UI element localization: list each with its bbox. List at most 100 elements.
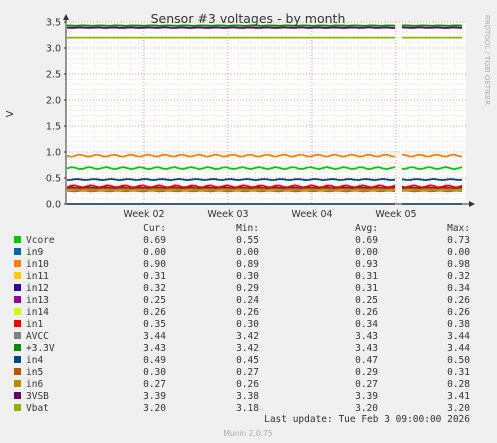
series-line-3vsb [66, 26, 463, 29]
legend-swatch [14, 308, 21, 315]
legend-swatch [14, 332, 21, 339]
legend: Cur: Min: Avg: Max: Vcore 0.69 0.55 0.69 0.73 in9… [14, 223, 470, 414]
x-tick-label: Week 04 [291, 209, 332, 220]
legend-value: 3.43 [355, 331, 378, 342]
legend-series-name: in5 [26, 367, 43, 378]
legend-value: 0.34 [447, 283, 470, 294]
legend-value: 0.26 [143, 307, 166, 318]
legend-value: 0.00 [355, 247, 378, 258]
legend-value: 3.44 [143, 331, 166, 342]
legend-value: 0.45 [236, 355, 259, 366]
legend-value: 3.42 [236, 331, 259, 342]
legend-swatch [14, 284, 21, 291]
legend-series-name: in14 [26, 307, 49, 318]
legend-series-name: in11 [26, 271, 49, 282]
legend-value: 3.44 [447, 331, 470, 342]
legend-header: Max: [447, 223, 470, 234]
legend-header: Min: [236, 223, 259, 234]
legend-value: 0.30 [236, 271, 259, 282]
legend-swatch [14, 236, 21, 243]
legend-value: 0.69 [355, 235, 378, 246]
legend-value: 0.27 [143, 379, 166, 390]
legend-series-name: in4 [26, 355, 43, 366]
legend-series-name: AVCC [26, 331, 49, 342]
rrdtool-watermark: RRDTOOL / TOBI OETIKER [483, 15, 491, 105]
legend-value: 3.20 [355, 403, 378, 414]
legend-swatch [14, 368, 21, 375]
y-tick-labels: 0.0 0.5 1.0 1.5 2.0 2.5 3.0 3.5 [46, 18, 61, 211]
legend-series-name: 3VSB [26, 391, 49, 402]
series-line-in4 [66, 178, 463, 182]
legend-swatch [14, 404, 21, 411]
legend-value: 3.41 [447, 391, 470, 402]
legend-value: 0.25 [355, 295, 378, 306]
legend-value: 0.98 [447, 259, 470, 270]
series-line-vcore [66, 166, 463, 171]
legend-value: 0.27 [236, 367, 259, 378]
legend-value: 0.29 [236, 283, 259, 294]
legend-value: 0.31 [447, 367, 470, 378]
y-axis-arrow [63, 14, 69, 20]
legend-value: 0.28 [447, 379, 470, 390]
y-tick-label: 3.5 [46, 18, 61, 29]
legend-value: 0.34 [355, 319, 378, 330]
legend-value: 0.26 [236, 379, 259, 390]
legend-swatch [14, 260, 21, 267]
y-tick-label: 3.0 [46, 44, 61, 55]
last-update-text: Last update: Tue Feb 3 09:00:00 2026 [264, 414, 470, 425]
y-axis-label: V [5, 110, 16, 117]
legend-series-name: in1 [26, 319, 43, 330]
legend-series-name: +3.3V [26, 343, 55, 354]
series-line-33v [66, 24, 463, 27]
legend-value: 0.26 [447, 295, 470, 306]
legend-value: 0.27 [355, 379, 378, 390]
legend-value: 0.35 [143, 319, 166, 330]
legend-value: 3.18 [236, 403, 259, 414]
legend-value: 0.38 [447, 319, 470, 330]
legend-value: 0.30 [143, 367, 166, 378]
legend-value: 0.00 [143, 247, 166, 258]
legend-value: 3.43 [355, 343, 378, 354]
legend-value: 3.38 [236, 391, 259, 402]
legend-value: 0.26 [236, 307, 259, 318]
legend-value: 0.50 [447, 355, 470, 366]
legend-value: 0.49 [143, 355, 166, 366]
legend-swatch [14, 248, 21, 255]
legend-series-name: in12 [26, 283, 49, 294]
x-axis-arrow [469, 201, 475, 207]
legend-value: 0.26 [447, 307, 470, 318]
legend-swatch [14, 392, 21, 399]
legend-value: 0.00 [447, 247, 470, 258]
legend-header: Avg: [355, 223, 378, 234]
legend-value: 0.30 [236, 319, 259, 330]
legend-value: 0.31 [143, 271, 166, 282]
legend-value: 3.39 [355, 391, 378, 402]
y-tick-label: 0.5 [46, 174, 61, 185]
x-tick-label: Week 03 [207, 209, 248, 220]
munin-footer: Munin 2.0.75 [223, 429, 272, 438]
legend-value: 3.44 [447, 343, 470, 354]
legend-value: 0.89 [236, 259, 259, 270]
legend-value: 3.43 [143, 343, 166, 354]
legend-series-name: Vcore [26, 235, 55, 246]
legend-swatch [14, 320, 21, 327]
x-tick-label: Week 05 [375, 209, 416, 220]
legend-swatch [14, 356, 21, 363]
legend-value: 0.47 [355, 355, 378, 366]
series-line-in6 [66, 188, 463, 192]
legend-value: 0.90 [143, 259, 166, 270]
legend-value: 0.29 [355, 367, 378, 378]
legend-value: 3.20 [143, 403, 166, 414]
y-tick-label: 2.0 [46, 96, 61, 107]
legend-value: 0.26 [355, 307, 378, 318]
legend-series-name: in6 [26, 379, 43, 390]
legend-header: Cur: [143, 223, 166, 234]
y-tick-label: 0.0 [46, 200, 61, 211]
legend-series-name: in13 [26, 295, 49, 306]
legend-series-name: in9 [26, 247, 43, 258]
legend-swatch [14, 380, 21, 387]
chart-title: Sensor #3 voltages - by month [151, 11, 346, 26]
legend-value: 3.20 [447, 403, 470, 414]
legend-series-name: Vbat [26, 403, 49, 414]
